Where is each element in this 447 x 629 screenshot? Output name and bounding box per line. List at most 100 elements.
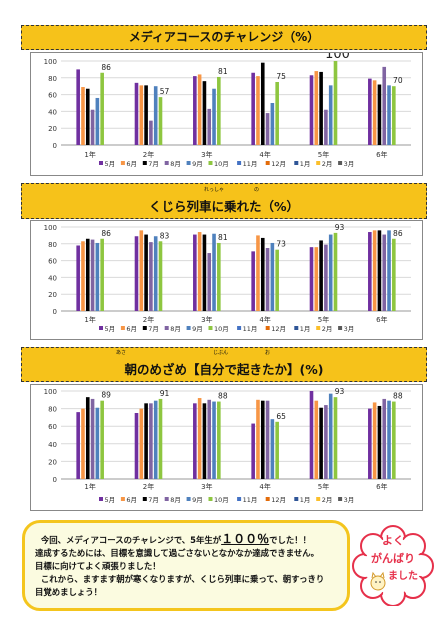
- bar: [382, 66, 387, 145]
- data-label: 86: [393, 229, 403, 238]
- legend-label: 2月: [322, 496, 333, 504]
- x-tick-label: 4年: [259, 482, 270, 491]
- stamp-text-2: がんばり: [371, 551, 415, 565]
- legend: 5月 6月 7月 8月 9月 10月 11月 12月 1月 2月 3月: [99, 496, 354, 504]
- bar: [85, 238, 90, 311]
- data-label: 81: [218, 67, 228, 76]
- message-line-3: 目標に向けてよく頑張りました！: [35, 561, 161, 571]
- legend-label: 1月: [300, 496, 311, 504]
- legend-label: 9月: [192, 160, 203, 168]
- bar: [251, 72, 255, 145]
- bar: [202, 234, 207, 311]
- legend-swatch: [338, 497, 343, 501]
- bar: [265, 248, 270, 311]
- bar: [217, 242, 221, 311]
- y-tick-label: 0: [53, 142, 57, 150]
- x-tick-label: 1年: [84, 482, 95, 491]
- bar: [217, 401, 221, 479]
- stamp-text-3: ました: [388, 570, 418, 582]
- bar: [275, 249, 279, 311]
- legend-swatch: [99, 497, 103, 501]
- bar: [377, 230, 382, 311]
- y-tick-label: 100: [44, 388, 57, 396]
- chart-3: 0 20 40 60 80 100 89 1年 91 2年 88 3年 65 4年 93 5年 88 6年 5月 6月…: [30, 384, 423, 511]
- bar: [314, 400, 319, 479]
- bar: [95, 97, 100, 145]
- bar: [197, 232, 202, 311]
- legend-swatch: [186, 497, 191, 501]
- x-tick-label: 3年: [201, 150, 212, 159]
- legend-label: 7月: [148, 325, 159, 333]
- bar: [368, 232, 372, 311]
- bar: [76, 69, 80, 145]
- legend-label: 3月: [344, 496, 355, 504]
- bar: [251, 423, 255, 479]
- chart-2-title: くじら列車に乗れた（%）: [148, 199, 300, 214]
- y-tick-label: 80: [48, 75, 57, 83]
- message-line-2: 達成するためには、目標を意識して過ごさないとなかなか達成できません。: [35, 548, 319, 558]
- legend-swatch: [164, 161, 169, 165]
- bar: [207, 399, 212, 479]
- bar: [270, 242, 275, 311]
- bar: [387, 85, 391, 145]
- bar: [85, 88, 90, 145]
- x-tick-label: 6年: [376, 482, 387, 491]
- legend-swatch: [294, 326, 299, 330]
- bar: [382, 398, 387, 479]
- chart-3-furigana-3: お: [265, 350, 271, 356]
- bar: [100, 72, 104, 145]
- legend-label: 7月: [148, 160, 159, 168]
- y-tick-label: 20: [48, 125, 57, 133]
- bar: [328, 85, 333, 145]
- legend-swatch: [142, 161, 147, 165]
- good-job-stamp: よく がんばり ました: [351, 522, 435, 607]
- chart-3-furigana-1: あさ: [116, 350, 127, 356]
- legend-swatch: [142, 497, 147, 501]
- legend-swatch: [186, 161, 191, 165]
- y-tick-label: 80: [48, 241, 57, 249]
- legend-swatch: [208, 161, 213, 165]
- x-tick-label: 3年: [201, 482, 212, 491]
- bar: [212, 88, 216, 145]
- chart-2-furigana-2: の: [254, 187, 260, 193]
- legend-swatch: [208, 497, 213, 501]
- data-label: 89: [101, 391, 111, 400]
- legend-label: 11月: [243, 496, 258, 504]
- stamp-badge-icon: よく がんばり ました: [352, 525, 434, 607]
- bar: [309, 75, 314, 145]
- x-tick-label: 5年: [318, 315, 329, 324]
- legend-swatch: [237, 326, 242, 330]
- bar: [333, 397, 338, 479]
- legend-swatch: [316, 497, 321, 501]
- bar: [100, 238, 104, 311]
- legend-swatch: [120, 497, 125, 501]
- legend-label: 8月: [170, 325, 181, 333]
- y-tick-label: 100: [44, 224, 57, 232]
- data-label: 88: [218, 392, 228, 401]
- legend-swatch: [208, 326, 213, 330]
- legend-label: 1月: [300, 160, 311, 168]
- bar: [144, 85, 148, 145]
- bar: [197, 398, 202, 479]
- bar: [197, 74, 202, 145]
- legend-label: 5月: [105, 496, 116, 504]
- legend: 5月 6月 7月 8月 9月 10月 11月 12月 1月 2月 3月: [99, 325, 354, 333]
- chart-2-plot: 0 20 40 60 80 100 86 1年 83 2年 81 3年 73 4年 93 5年 86 6年 5月 6月…: [44, 223, 411, 333]
- chart-1: 0 20 40 60 80 100 86 1年 57 2年 81 3年 75 4年 100 5年 70 6年 5月 6…: [30, 52, 423, 176]
- data-label: 70: [393, 76, 403, 85]
- message-line-1a: 今回、メディアコースのチャレンジで、5年生が: [40, 535, 222, 545]
- bar: [139, 408, 144, 479]
- bar: [139, 85, 144, 145]
- legend-swatch: [142, 326, 147, 330]
- bar: [328, 234, 333, 311]
- x-tick-label: 6年: [376, 315, 387, 324]
- y-tick-label: 20: [48, 458, 57, 466]
- legend-label: 12月: [271, 325, 286, 333]
- legend: 5月 6月 7月 8月 9月 10月 11月 12月 1月 2月 3月: [99, 160, 354, 168]
- y-tick-label: 60: [48, 258, 57, 266]
- bar: [217, 76, 221, 145]
- legend-label: 8月: [170, 160, 181, 168]
- y-tick-label: 80: [48, 406, 57, 414]
- message-line-1: 今回、メディアコースのチャレンジで、5年生が１００％でした！！: [35, 533, 353, 547]
- legend-swatch: [294, 161, 299, 165]
